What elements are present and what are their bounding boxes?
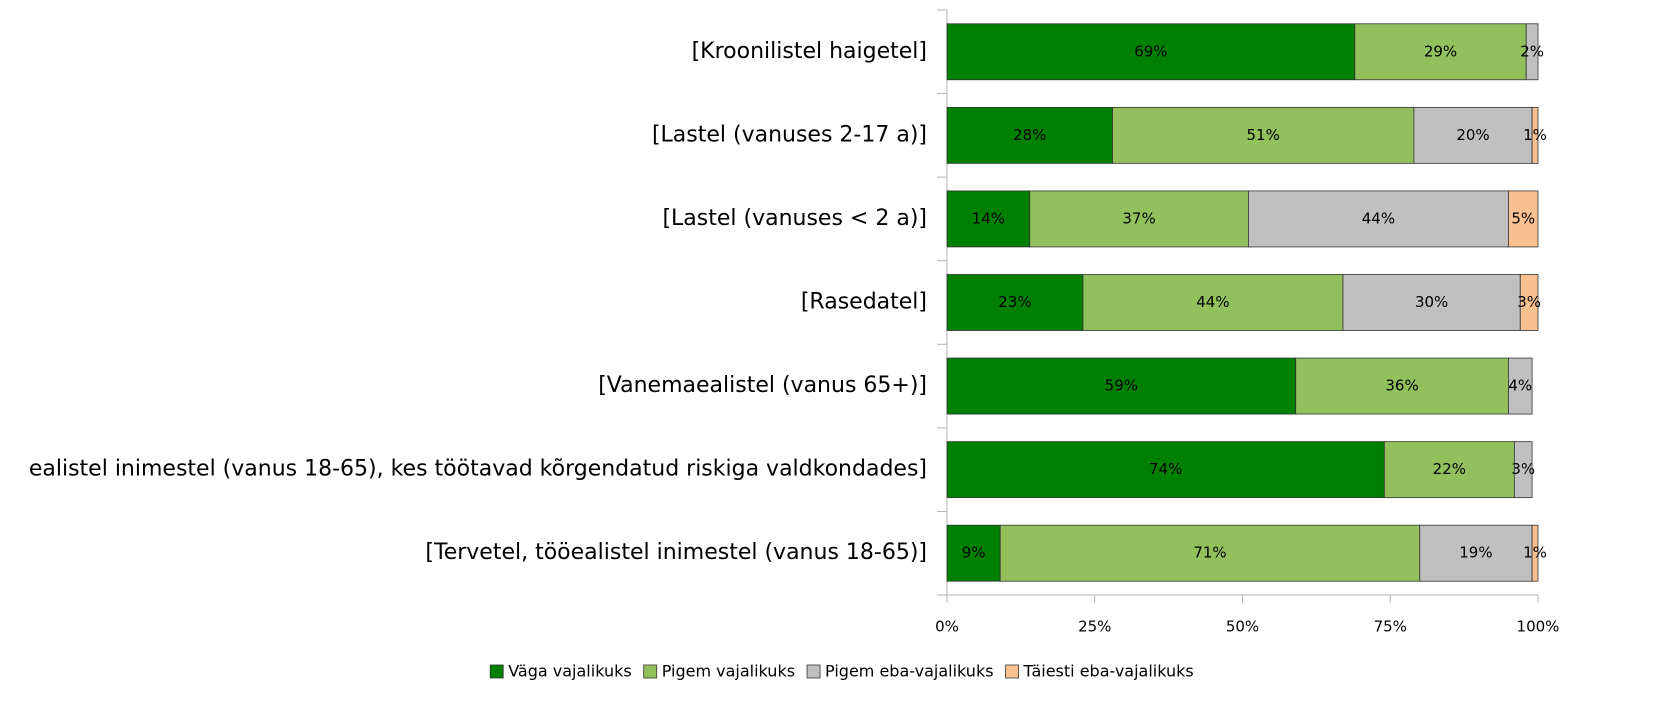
value-label: 23% (998, 293, 1031, 311)
value-label: 4% (1508, 377, 1532, 395)
bar-segment (946, 190, 1031, 248)
value-label: 20% (1456, 126, 1489, 144)
value-label: 14% (972, 209, 1005, 227)
value-label: 37% (1122, 209, 1155, 227)
value-label: 28% (1013, 126, 1046, 144)
bar-segment (946, 274, 1084, 331)
bar-segment (1383, 441, 1515, 499)
value-label: 5% (1511, 209, 1535, 227)
bar-segment (1419, 524, 1533, 582)
category-label: [Lastel (vanuses 2-17 a)] (652, 122, 927, 147)
value-label: 3% (1511, 460, 1535, 478)
x-tick-label: 100% (1517, 618, 1560, 636)
legend-label: Väga vajalikuks (508, 662, 631, 681)
category-label: [Lastel (vanuses < 2 a)] (662, 206, 927, 231)
legend-label: Pigem vajalikuks (662, 662, 795, 681)
x-tick-label: 50% (1226, 618, 1259, 636)
bar-segment (1531, 106, 1539, 164)
bar-segment (1513, 441, 1533, 499)
value-label: 22% (1433, 460, 1466, 478)
bar-segment (946, 441, 1385, 499)
value-label: 30% (1415, 293, 1448, 311)
value-label: 44% (1362, 209, 1395, 227)
value-label: 51% (1247, 126, 1280, 144)
bar-segment (1295, 357, 1509, 415)
category-label: [Tervetel, tööealistel inimestel (vanus … (425, 540, 927, 565)
bar-segment (946, 524, 1001, 582)
legend-swatch (1005, 664, 1019, 679)
category-label: [Rasedatel] (801, 290, 927, 315)
value-label: 2% (1520, 42, 1544, 60)
bar-segment (1413, 106, 1533, 164)
value-label: 36% (1385, 377, 1418, 395)
bar-segment (1248, 190, 1509, 248)
bar-segment (1508, 357, 1533, 415)
value-label: 19% (1459, 544, 1492, 562)
bar-segment (1029, 190, 1249, 248)
value-label: 74% (1149, 460, 1182, 478)
x-tick-label: 0% (935, 618, 959, 636)
value-label: 71% (1193, 544, 1226, 562)
value-label: 1% (1523, 126, 1547, 144)
legend-swatch (806, 664, 821, 679)
bar-segment (999, 524, 1421, 582)
value-label: 69% (1134, 42, 1167, 60)
value-label: 59% (1105, 377, 1138, 395)
value-label: 29% (1424, 42, 1457, 60)
value-label: 44% (1196, 293, 1229, 311)
value-label: 3% (1517, 293, 1541, 311)
legend-swatch (643, 664, 658, 679)
bar-segment (1531, 524, 1539, 582)
category-label: [Vanemaealistel (vanus 65+)] (598, 373, 927, 398)
bar-segment (1342, 274, 1521, 331)
category-label: [Kroonilistel haigetel] (692, 39, 927, 64)
bar-segment (1519, 274, 1539, 331)
bar-segment (1082, 274, 1344, 331)
x-tick-label: 75% (1374, 618, 1407, 636)
bar-segment (1112, 106, 1415, 164)
value-label: 9% (962, 544, 986, 562)
bar-segment (946, 23, 1356, 81)
legend-label: Täiesti eba-vajalikuks (1023, 662, 1194, 681)
bar-segment (1508, 190, 1539, 248)
bar-segment (1525, 23, 1539, 81)
x-tick-label: 25% (1078, 618, 1111, 636)
legend-swatch (489, 664, 504, 679)
legend-label: Pigem eba-vajalikuks (825, 662, 994, 681)
category-label: ealistel inimestel (vanus 18-65), kes tö… (29, 457, 927, 482)
value-label: 1% (1523, 544, 1547, 562)
